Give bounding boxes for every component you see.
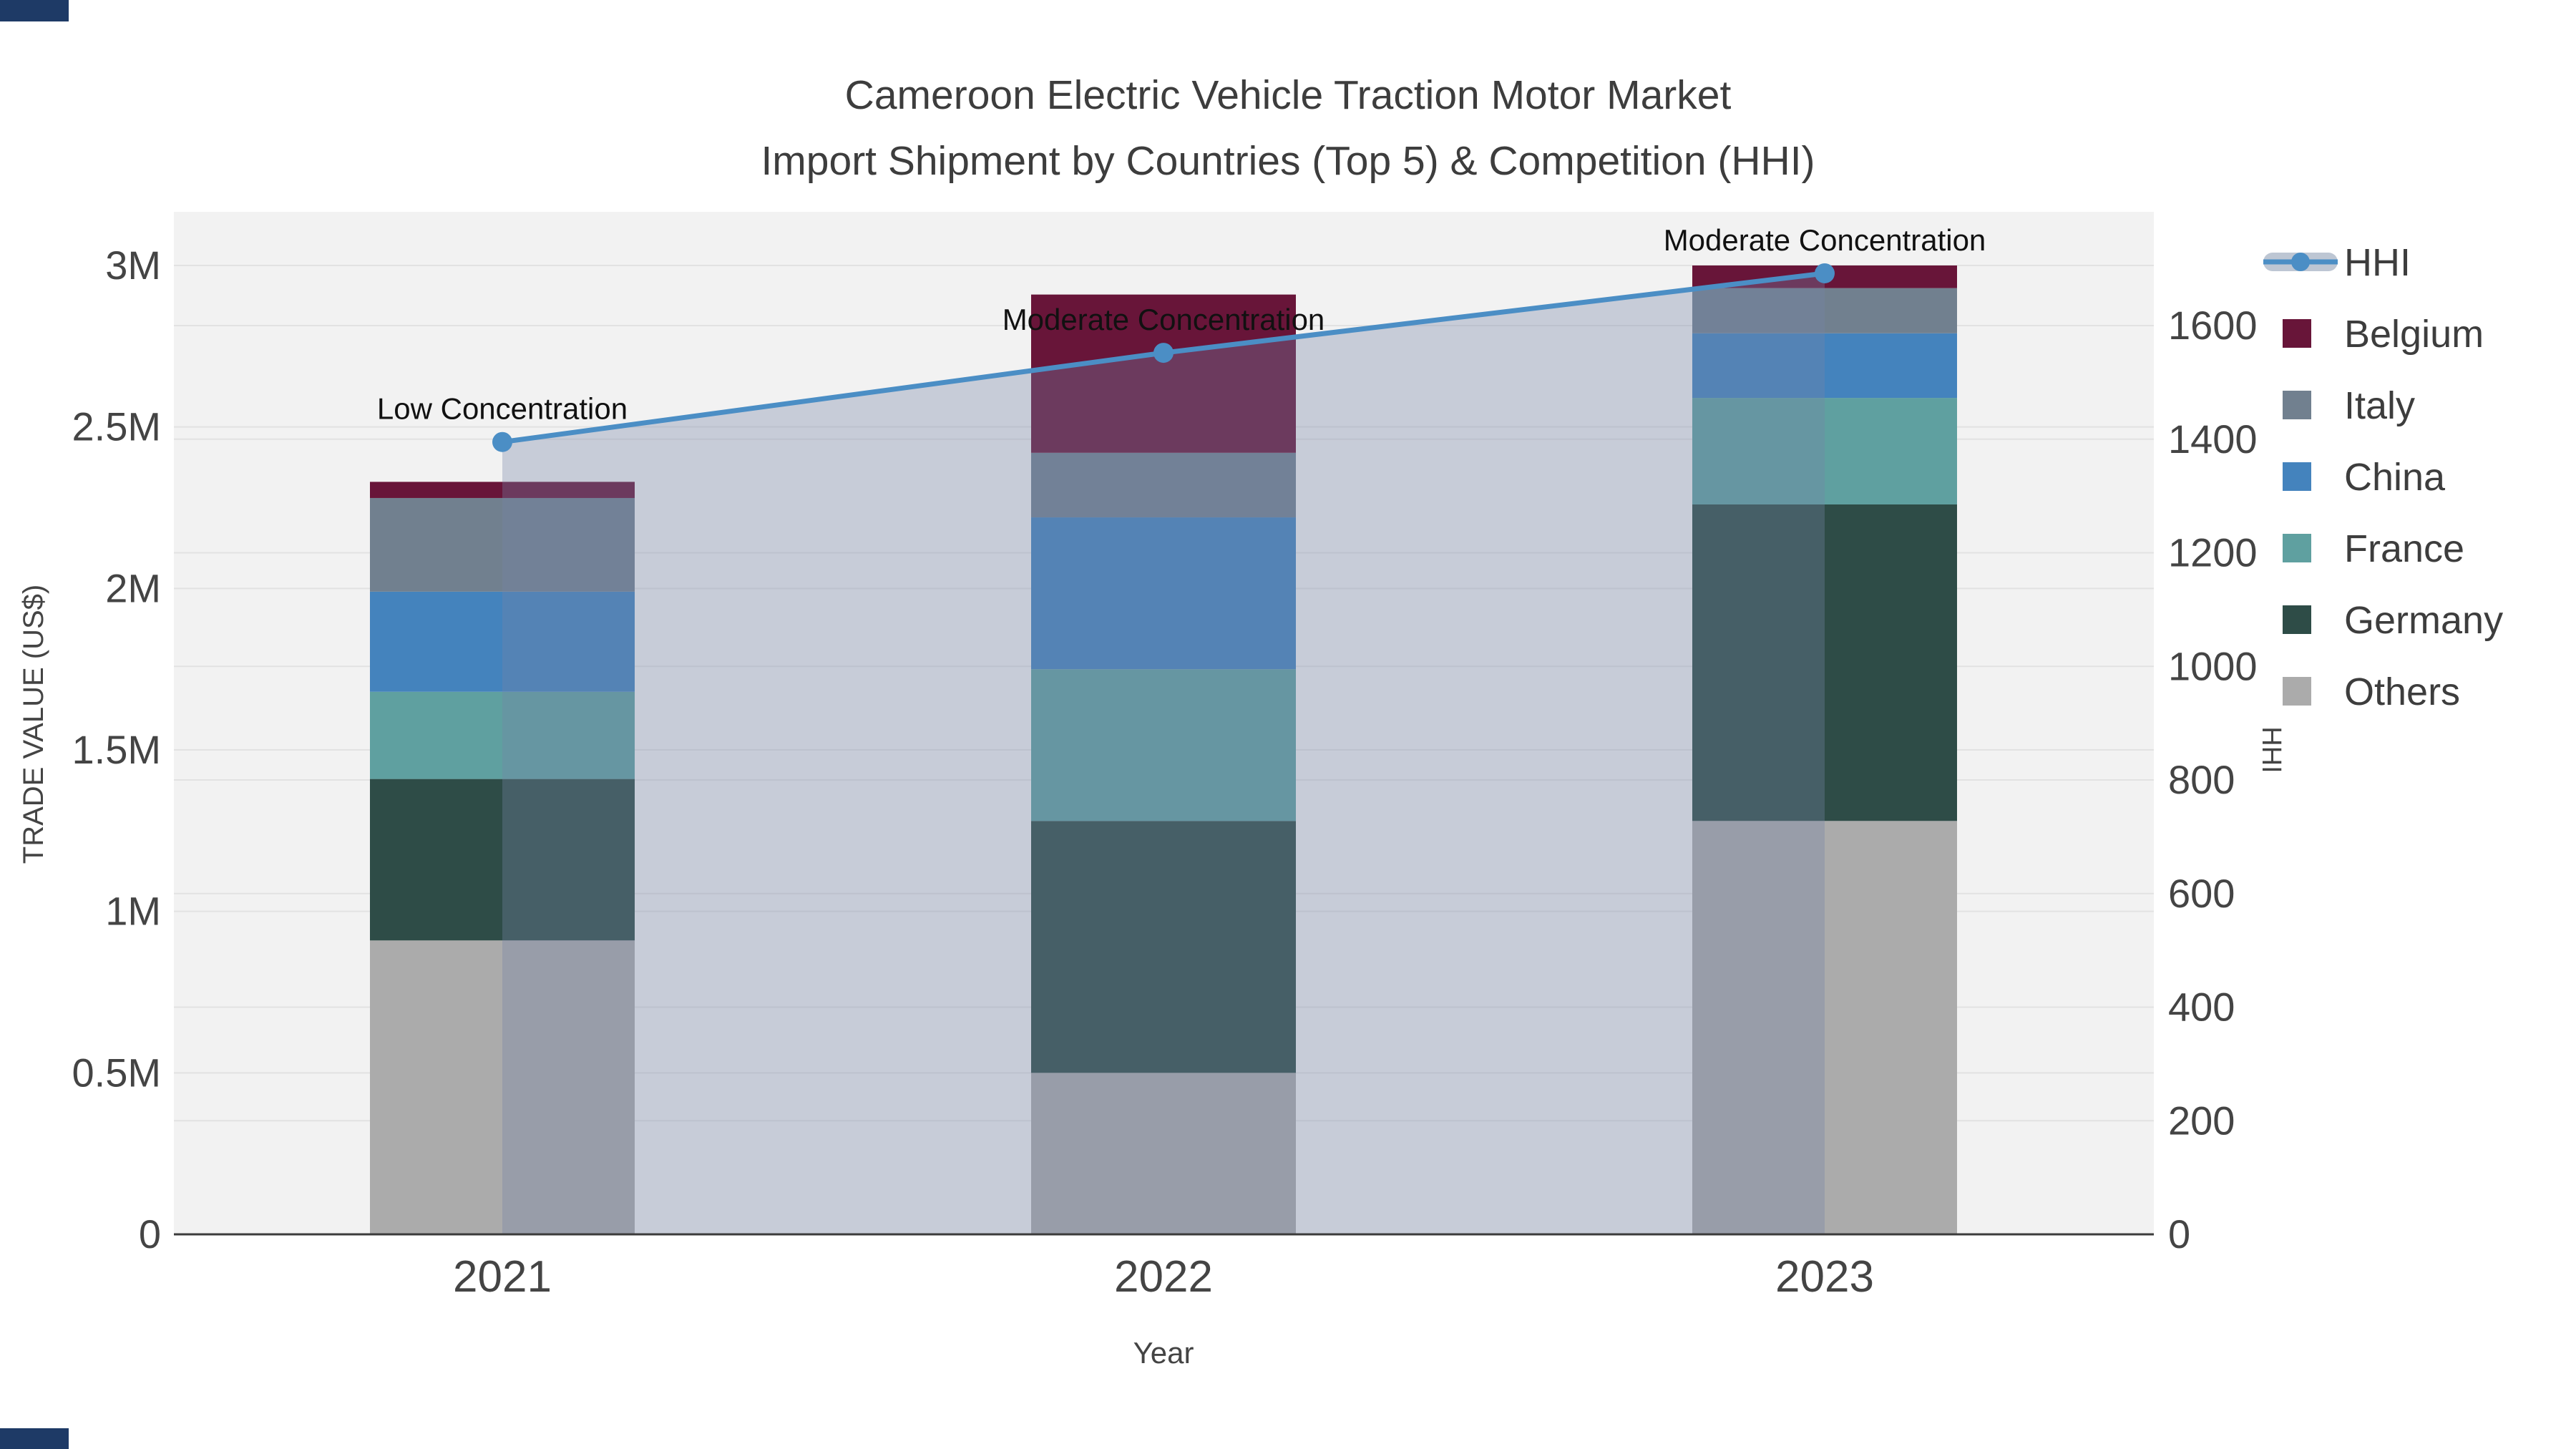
x-tick-2021: 2021	[453, 1252, 552, 1302]
legend-item-others[interactable]: Others	[2283, 670, 2460, 713]
y-axis-title-left: TRADE VALUE (US$)	[18, 585, 49, 864]
bar-segment-2023-others[interactable]	[1692, 821, 1957, 1234]
x-tick-2023: 2023	[1775, 1252, 1874, 1302]
bar-segment-2022-belgium[interactable]	[1031, 294, 1296, 453]
y-right-tick-1600: 1600	[2168, 303, 2258, 348]
x-axis-title: Year	[1133, 1336, 1194, 1370]
screen-artifacts	[0, 0, 69, 1449]
bar-segment-2022-france[interactable]	[1031, 669, 1296, 821]
bar-segment-2022-china[interactable]	[1031, 517, 1296, 670]
legend-label-hhi: HHI	[2344, 241, 2411, 284]
y-right-tick-200: 200	[2168, 1098, 2235, 1143]
legend-label-belgium: Belgium	[2344, 313, 2484, 356]
chart-title-line1: Cameroon Electric Vehicle Traction Motor…	[845, 72, 1732, 118]
x-tick-2022: 2022	[1114, 1252, 1213, 1302]
hhi-marker-2021[interactable]	[492, 431, 512, 452]
y-right-tick-1000: 1000	[2168, 643, 2258, 688]
legend-item-china[interactable]: China	[2283, 456, 2446, 499]
y-right-tick-1200: 1200	[2168, 530, 2258, 575]
hhi-marker-2023[interactable]	[1815, 263, 1835, 283]
y-right-tick-1400: 1400	[2168, 416, 2258, 462]
legend: HHI Belgium Italy China France Germany Others	[2263, 241, 2503, 713]
legend-label-germany: Germany	[2344, 599, 2503, 642]
legend-swatch-germany	[2283, 605, 2311, 634]
legend-item-germany[interactable]: Germany	[2283, 599, 2503, 642]
legend-item-italy[interactable]: Italy	[2283, 384, 2415, 427]
y-left-tick-0.5M: 0.5M	[72, 1050, 162, 1095]
hhi-area-fill	[502, 273, 1825, 1235]
annotation-2023: Moderate Concentration	[1664, 223, 1986, 257]
hhi-marker-2022[interactable]	[1153, 343, 1174, 364]
bar-segment-2023-france[interactable]	[1692, 398, 1957, 504]
annotation-2021: Low Concentration	[377, 392, 628, 426]
y-left-tick-3M: 3M	[105, 243, 161, 288]
legend-label-france: France	[2344, 527, 2464, 570]
legend-swatch-others	[2283, 677, 2311, 706]
legend-label-china: China	[2344, 456, 2446, 499]
y-left-tick-2M: 2M	[105, 565, 161, 610]
bar-segment-2021-china[interactable]	[370, 591, 635, 692]
y-left-tick-1M: 1M	[105, 889, 161, 934]
legend-swatch-france	[2283, 534, 2311, 562]
annotation-2022: Moderate Concentration	[1002, 303, 1325, 336]
bar-segment-2021-italy[interactable]	[370, 497, 635, 592]
bar-segment-2022-germany[interactable]	[1031, 821, 1296, 1073]
legend-hhi-marker-sample	[2291, 253, 2310, 271]
screen-artifact-bottom-left	[0, 1428, 69, 1449]
legend-item-hhi[interactable]: HHI	[2263, 241, 2411, 284]
bar-segment-2021-germany[interactable]	[370, 779, 635, 941]
bar-segment-2021-france[interactable]	[370, 691, 635, 779]
screen-artifact-top-left	[0, 0, 69, 21]
y-left-tick-2.5M: 2.5M	[72, 404, 162, 449]
plot-area: 0 0.5M 1M 1.5M 2M 2.5M 3M 0 200 400 600 800 1000 1200…	[72, 212, 2258, 1302]
bar-segment-2023-germany[interactable]	[1692, 504, 1957, 821]
bar-segment-2022-italy[interactable]	[1031, 452, 1296, 518]
y-right-tick-600: 600	[2168, 871, 2235, 916]
bar-segment-2022-others[interactable]	[1031, 1073, 1296, 1234]
legend-swatch-belgium	[2283, 319, 2311, 348]
legend-swatch-italy	[2283, 391, 2311, 419]
legend-label-italy: Italy	[2344, 384, 2415, 427]
y-right-tick-800: 800	[2168, 757, 2235, 802]
y-right-tick-0: 0	[2168, 1211, 2190, 1257]
y-left-tick-0: 0	[139, 1211, 161, 1257]
y-left-tick-1.5M: 1.5M	[72, 727, 162, 772]
y-right-tick-400: 400	[2168, 985, 2235, 1030]
y-axis-title-right: HHI	[2256, 726, 2286, 773]
bar-segment-2023-china[interactable]	[1692, 333, 1957, 399]
legend-item-france[interactable]: France	[2283, 527, 2464, 570]
bar-segment-2023-italy[interactable]	[1692, 288, 1957, 333]
legend-label-others: Others	[2344, 670, 2460, 713]
bar-segment-2021-others[interactable]	[370, 940, 635, 1234]
bar-segment-2021-belgium[interactable]	[370, 482, 635, 498]
legend-item-belgium[interactable]: Belgium	[2283, 313, 2484, 356]
legend-swatch-china	[2283, 462, 2311, 491]
chart-title-line2: Import Shipment by Countries (Top 5) & C…	[761, 138, 1815, 184]
